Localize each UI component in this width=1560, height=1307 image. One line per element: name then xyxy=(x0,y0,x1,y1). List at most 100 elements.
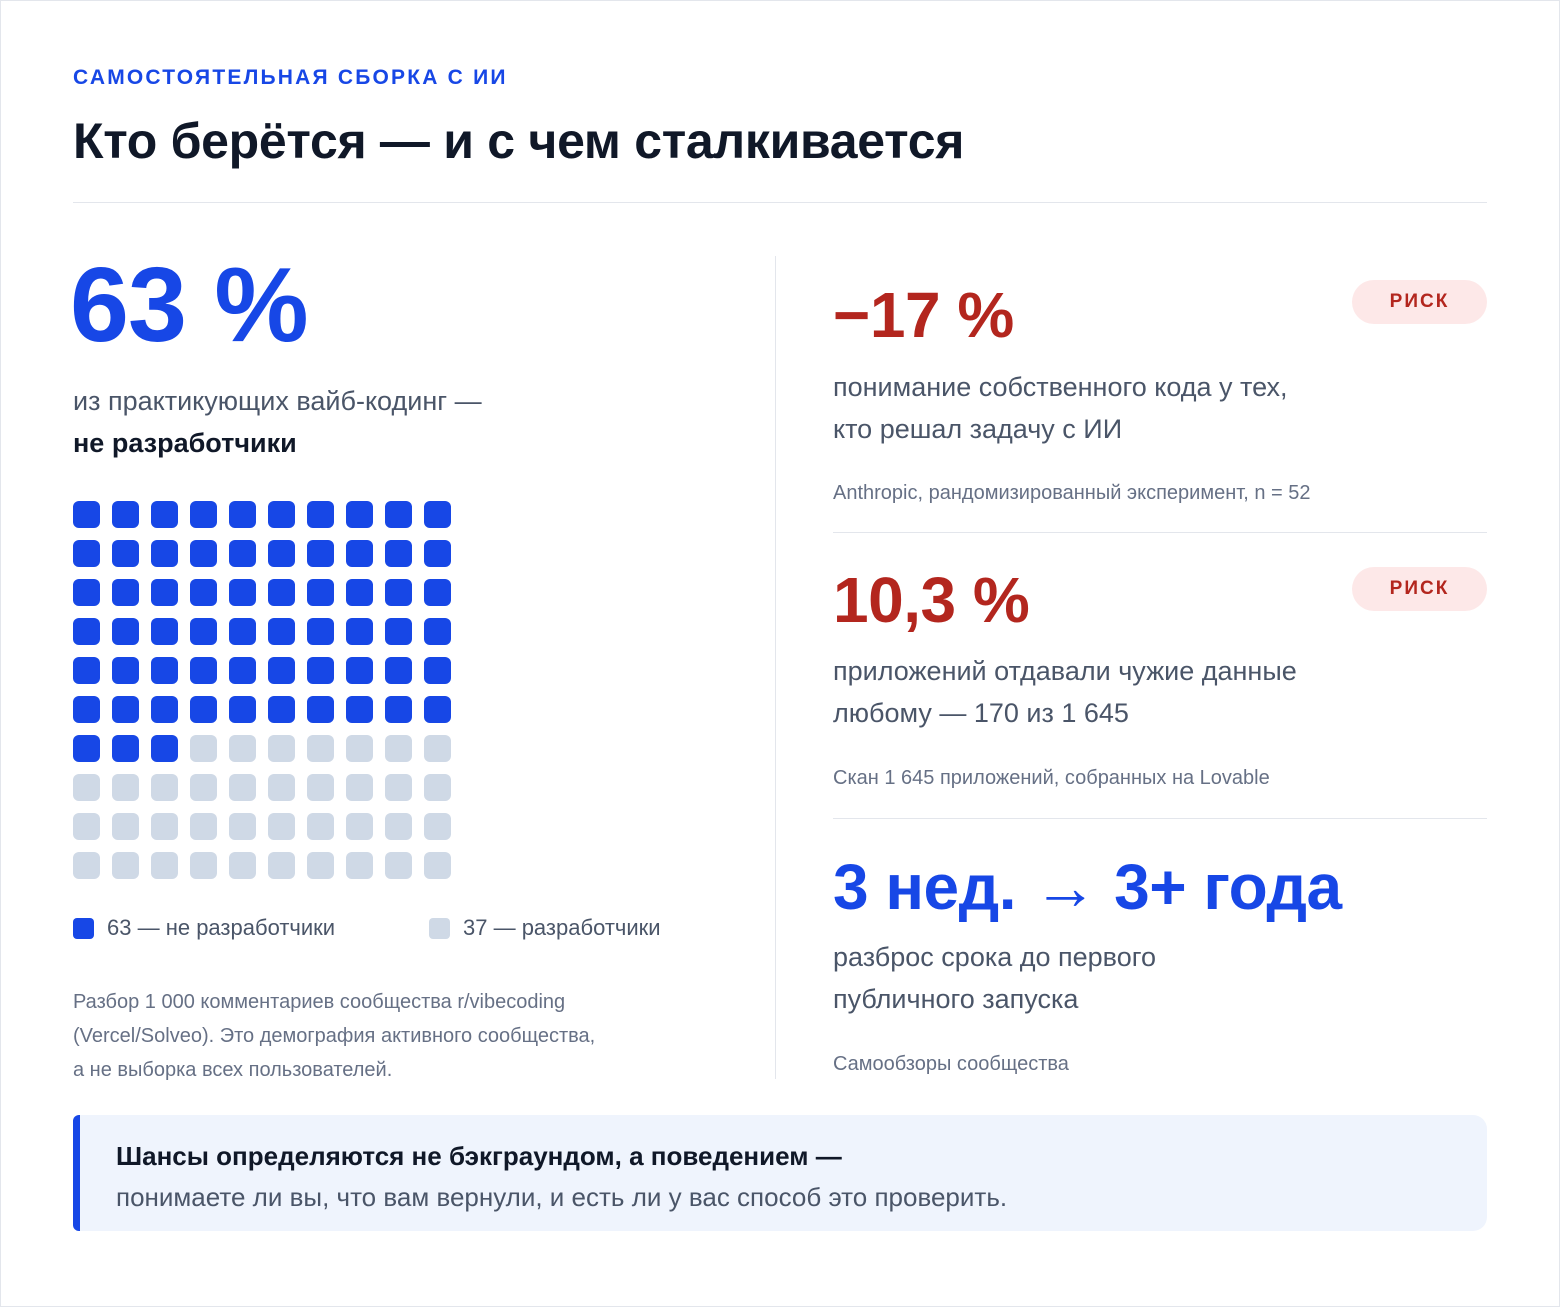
waffle-cell-filled xyxy=(229,618,256,645)
header-divider xyxy=(73,202,1487,203)
waffle-cell-filled xyxy=(112,501,139,528)
waffle-cell-filled xyxy=(424,540,451,567)
footnote-line: (Vercel/Solveo). Это демография активног… xyxy=(73,1025,596,1047)
waffle-cell-empty xyxy=(268,774,295,801)
waffle-cell-empty xyxy=(424,735,451,762)
waffle-cell-empty xyxy=(190,852,217,879)
waffle-cell-empty xyxy=(385,852,412,879)
waffle-cell-filled xyxy=(307,501,334,528)
waffle-cell-empty xyxy=(190,774,217,801)
column-divider xyxy=(775,256,776,1079)
waffle-cell-filled xyxy=(73,618,100,645)
stat-description-line: понимание собственного кода у тех, xyxy=(833,372,1288,402)
waffle-cell-empty xyxy=(307,735,334,762)
waffle-cell-filled xyxy=(424,618,451,645)
waffle-cell-filled xyxy=(385,579,412,606)
waffle-cell-filled xyxy=(424,579,451,606)
waffle-cell-filled xyxy=(346,657,373,684)
waffle-cell-empty xyxy=(307,852,334,879)
waffle-cell-filled xyxy=(151,735,178,762)
callout-text: понимаете ли вы, что вам вернули, и есть… xyxy=(116,1182,1008,1212)
waffle-cell-filled xyxy=(424,657,451,684)
legend-item-developers: 37 — разработчики xyxy=(429,915,661,941)
left-footnote: Разбор 1 000 комментариев сообщества r/v… xyxy=(73,985,703,1087)
waffle-cell-filled xyxy=(346,540,373,567)
eyebrow-label: САМОСТОЯТЕЛЬНАЯ СБОРКА С ИИ xyxy=(73,66,508,89)
waffle-cell-filled xyxy=(307,696,334,723)
waffle-cell-filled xyxy=(112,696,139,723)
waffle-cell-filled xyxy=(229,540,256,567)
waffle-cell-filled xyxy=(346,696,373,723)
page-title: Кто берётся — и с чем сталкивается xyxy=(73,113,965,169)
stat-block-data-leak: 10,3 % РИСК приложений отдавали чужие да… xyxy=(833,564,1487,789)
waffle-cell-filled xyxy=(385,540,412,567)
waffle-cell-empty xyxy=(229,852,256,879)
waffle-cell-empty xyxy=(385,774,412,801)
waffle-cell-filled xyxy=(112,735,139,762)
waffle-chart xyxy=(73,501,453,879)
waffle-cell-filled xyxy=(229,696,256,723)
waffle-cell-empty xyxy=(268,735,295,762)
footnote-line: Разбор 1 000 комментариев сообщества r/v… xyxy=(73,991,566,1013)
waffle-cell-empty xyxy=(151,852,178,879)
stat-description: разброс срока до первого публичного запу… xyxy=(833,936,1433,1020)
risk-badge: РИСК xyxy=(1352,567,1487,611)
lead-text: из практикующих вайб-кодинг — не разрабо… xyxy=(73,380,482,464)
big-percentage: 63 % xyxy=(70,246,309,364)
waffle-cell-empty xyxy=(346,852,373,879)
waffle-cell-filled xyxy=(112,618,139,645)
waffle-cell-empty xyxy=(346,774,373,801)
footnote-line: а не выборка всех пользователей. xyxy=(73,1059,393,1081)
waffle-cell-filled xyxy=(151,657,178,684)
waffle-cell-empty xyxy=(268,852,295,879)
waffle-cell-filled xyxy=(229,657,256,684)
waffle-cell-filled xyxy=(73,579,100,606)
waffle-cell-filled xyxy=(151,579,178,606)
waffle-cell-filled xyxy=(268,696,295,723)
legend-label: 37 — разработчики xyxy=(463,915,661,940)
waffle-cell-filled xyxy=(73,657,100,684)
waffle-cell-empty xyxy=(307,813,334,840)
waffle-cell-filled xyxy=(385,501,412,528)
waffle-cell-filled xyxy=(190,618,217,645)
stat-divider xyxy=(833,532,1487,533)
legend-swatch-filled xyxy=(73,917,94,939)
waffle-cell-filled xyxy=(268,579,295,606)
waffle-cell-filled xyxy=(268,657,295,684)
waffle-cell-empty xyxy=(112,813,139,840)
waffle-cell-empty xyxy=(307,774,334,801)
stat-description: понимание собственного кода у тех, кто р… xyxy=(833,366,1433,450)
waffle-cell-filled xyxy=(307,540,334,567)
waffle-cell-empty xyxy=(346,813,373,840)
waffle-cell-filled xyxy=(268,540,295,567)
waffle-cell-empty xyxy=(73,774,100,801)
waffle-cell-empty xyxy=(190,735,217,762)
waffle-cell-empty xyxy=(268,813,295,840)
waffle-cell-filled xyxy=(151,618,178,645)
stat-value: 10,3 % xyxy=(833,564,1030,636)
stat-divider xyxy=(833,818,1487,819)
waffle-cell-empty xyxy=(229,735,256,762)
callout-bold: Шансы определяются не бэкграундом, а пов… xyxy=(116,1141,842,1171)
waffle-cell-filled xyxy=(307,657,334,684)
legend-swatch-empty xyxy=(429,917,450,939)
waffle-cell-filled xyxy=(151,696,178,723)
waffle-cell-filled xyxy=(73,540,100,567)
waffle-cell-filled xyxy=(346,618,373,645)
waffle-cell-empty xyxy=(385,813,412,840)
waffle-cell-empty xyxy=(346,735,373,762)
waffle-cell-filled xyxy=(385,618,412,645)
waffle-cell-filled xyxy=(385,696,412,723)
waffle-cell-filled xyxy=(112,579,139,606)
lead-bold: не разработчики xyxy=(73,428,297,458)
waffle-cell-empty xyxy=(73,813,100,840)
waffle-cell-filled xyxy=(346,501,373,528)
waffle-cell-empty xyxy=(151,813,178,840)
waffle-cell-empty xyxy=(424,813,451,840)
stat-description-line: приложений отдавали чужие данные xyxy=(833,656,1297,686)
waffle-cell-filled xyxy=(307,579,334,606)
waffle-cell-filled xyxy=(346,579,373,606)
stat-source: Скан 1 645 приложений, собранных на Lova… xyxy=(833,767,1270,789)
waffle-cell-empty xyxy=(112,852,139,879)
waffle-cell-filled xyxy=(190,696,217,723)
